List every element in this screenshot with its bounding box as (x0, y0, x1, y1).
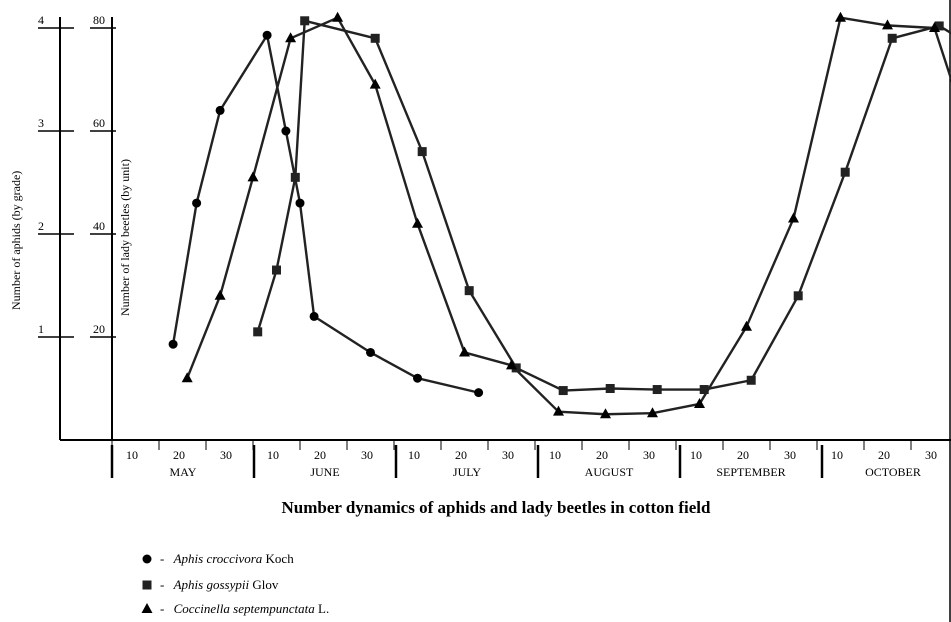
axes (59, 0, 951, 622)
x-tick-label: 20 (878, 448, 890, 462)
y-tick-label-aphids: 3 (38, 116, 44, 130)
x-tick-label: 10 (267, 448, 279, 462)
x-tick-label: 20 (173, 448, 185, 462)
y-axis-label-lady-beetles: Number of lady beetles (by unit) (118, 159, 132, 316)
x-tick-label: 10 (831, 448, 843, 462)
square-marker (464, 286, 474, 296)
legend-entry: - Aphis gossypii Glov (160, 577, 279, 592)
square-marker (934, 21, 944, 31)
circle-marker (262, 30, 272, 40)
triangle-marker (181, 372, 193, 383)
circle-marker (413, 373, 422, 383)
triangle-marker (506, 359, 517, 370)
square-marker (605, 384, 615, 393)
tick-marks: 1 2 3 4 20 40 60 80 10 20 30 10 20 30 10 20 30 10 20 30 10 20… (38, 13, 937, 479)
triangle-marker (741, 320, 752, 331)
square-marker (699, 385, 709, 395)
circle-marker (142, 554, 152, 564)
triangle-marker (369, 78, 381, 89)
triangle-marker (929, 22, 940, 32)
triangle-marker (835, 11, 846, 22)
square-marker (558, 386, 568, 396)
series-line (256, 19, 951, 392)
triangle-marker (694, 397, 705, 408)
series-layer (168, 11, 951, 419)
y-tick-label-lady-beetles: 40 (93, 219, 105, 233)
square-marker (300, 16, 310, 26)
square-marker (746, 375, 756, 385)
month-label: MAY (170, 465, 197, 479)
x-tick-label: 20 (596, 448, 608, 462)
series-triangle (181, 11, 951, 419)
circle-marker (366, 347, 375, 357)
triangle-marker (647, 407, 658, 418)
x-tick-label: 30 (220, 448, 232, 462)
triangle-marker (214, 289, 226, 300)
triangle-marker (788, 212, 799, 223)
circle-marker (474, 388, 484, 398)
triangle-marker (247, 171, 259, 182)
month-label: JULY (453, 465, 481, 479)
triangle-marker (553, 405, 564, 416)
y-tick-label-lady-beetles: 60 (93, 116, 105, 130)
chart-title: Number dynamics of aphids and lady beetl… (282, 498, 712, 517)
circle-marker (309, 311, 319, 321)
legend: - Aphis croccivora Koch - Aphis gossypii … (141, 551, 329, 616)
square-marker (652, 385, 662, 395)
x-tick-label: 20 (314, 448, 326, 462)
square-marker (290, 172, 300, 182)
x-tick-label: 30 (643, 448, 655, 462)
x-tick-label: 30 (784, 448, 796, 462)
legend-entry: - Aphis croccivora Koch (160, 551, 294, 566)
square-marker (840, 167, 850, 177)
circle-marker (192, 198, 202, 208)
x-tick-label: 30 (925, 448, 937, 462)
square-marker (253, 327, 263, 337)
y-tick-label-lady-beetles: 20 (93, 322, 105, 336)
circle-marker (295, 198, 305, 208)
circle-marker (281, 126, 291, 136)
triangle-marker (882, 19, 893, 30)
triangle-marker (600, 408, 611, 419)
x-tick-label: 10 (408, 448, 420, 462)
x-tick-label: 30 (361, 448, 373, 462)
triangle-marker (332, 11, 344, 22)
month-label: AUGUST (585, 465, 634, 479)
series-square (253, 16, 951, 396)
square-marker (793, 291, 803, 301)
series-circle (168, 30, 484, 398)
square-marker (272, 265, 281, 275)
triangle-marker (412, 217, 423, 228)
x-tick-label: 10 (126, 448, 138, 462)
circle-marker (215, 105, 225, 115)
y-tick-label-aphids: 1 (38, 322, 44, 336)
x-tick-label: 10 (690, 448, 702, 462)
month-label: JUNE (310, 465, 339, 479)
month-label: OCTOBER (865, 465, 921, 479)
square-marker (370, 33, 380, 43)
triangle-marker (285, 32, 297, 43)
square-marker (417, 147, 427, 157)
x-tick-label: 20 (455, 448, 467, 462)
square-marker (142, 580, 152, 590)
triangle-marker (141, 603, 153, 613)
month-label: SEPTEMBER (716, 465, 785, 479)
x-tick-label: 30 (502, 448, 514, 462)
circle-marker (168, 339, 178, 349)
y-axis-label-aphids: Number of aphids (by grade) (9, 171, 23, 310)
square-marker (887, 33, 897, 43)
y-tick-label-aphids: 2 (38, 219, 44, 233)
x-tick-label: 20 (737, 448, 749, 462)
triangle-marker (459, 346, 470, 357)
series-line (171, 34, 479, 394)
y-tick-label-aphids: 4 (38, 13, 44, 27)
x-tick-label: 10 (549, 448, 561, 462)
legend-entry: - Coccinella septempunctata L. (160, 601, 329, 616)
y-tick-label-lady-beetles: 80 (93, 13, 105, 27)
series-line (186, 16, 951, 416)
